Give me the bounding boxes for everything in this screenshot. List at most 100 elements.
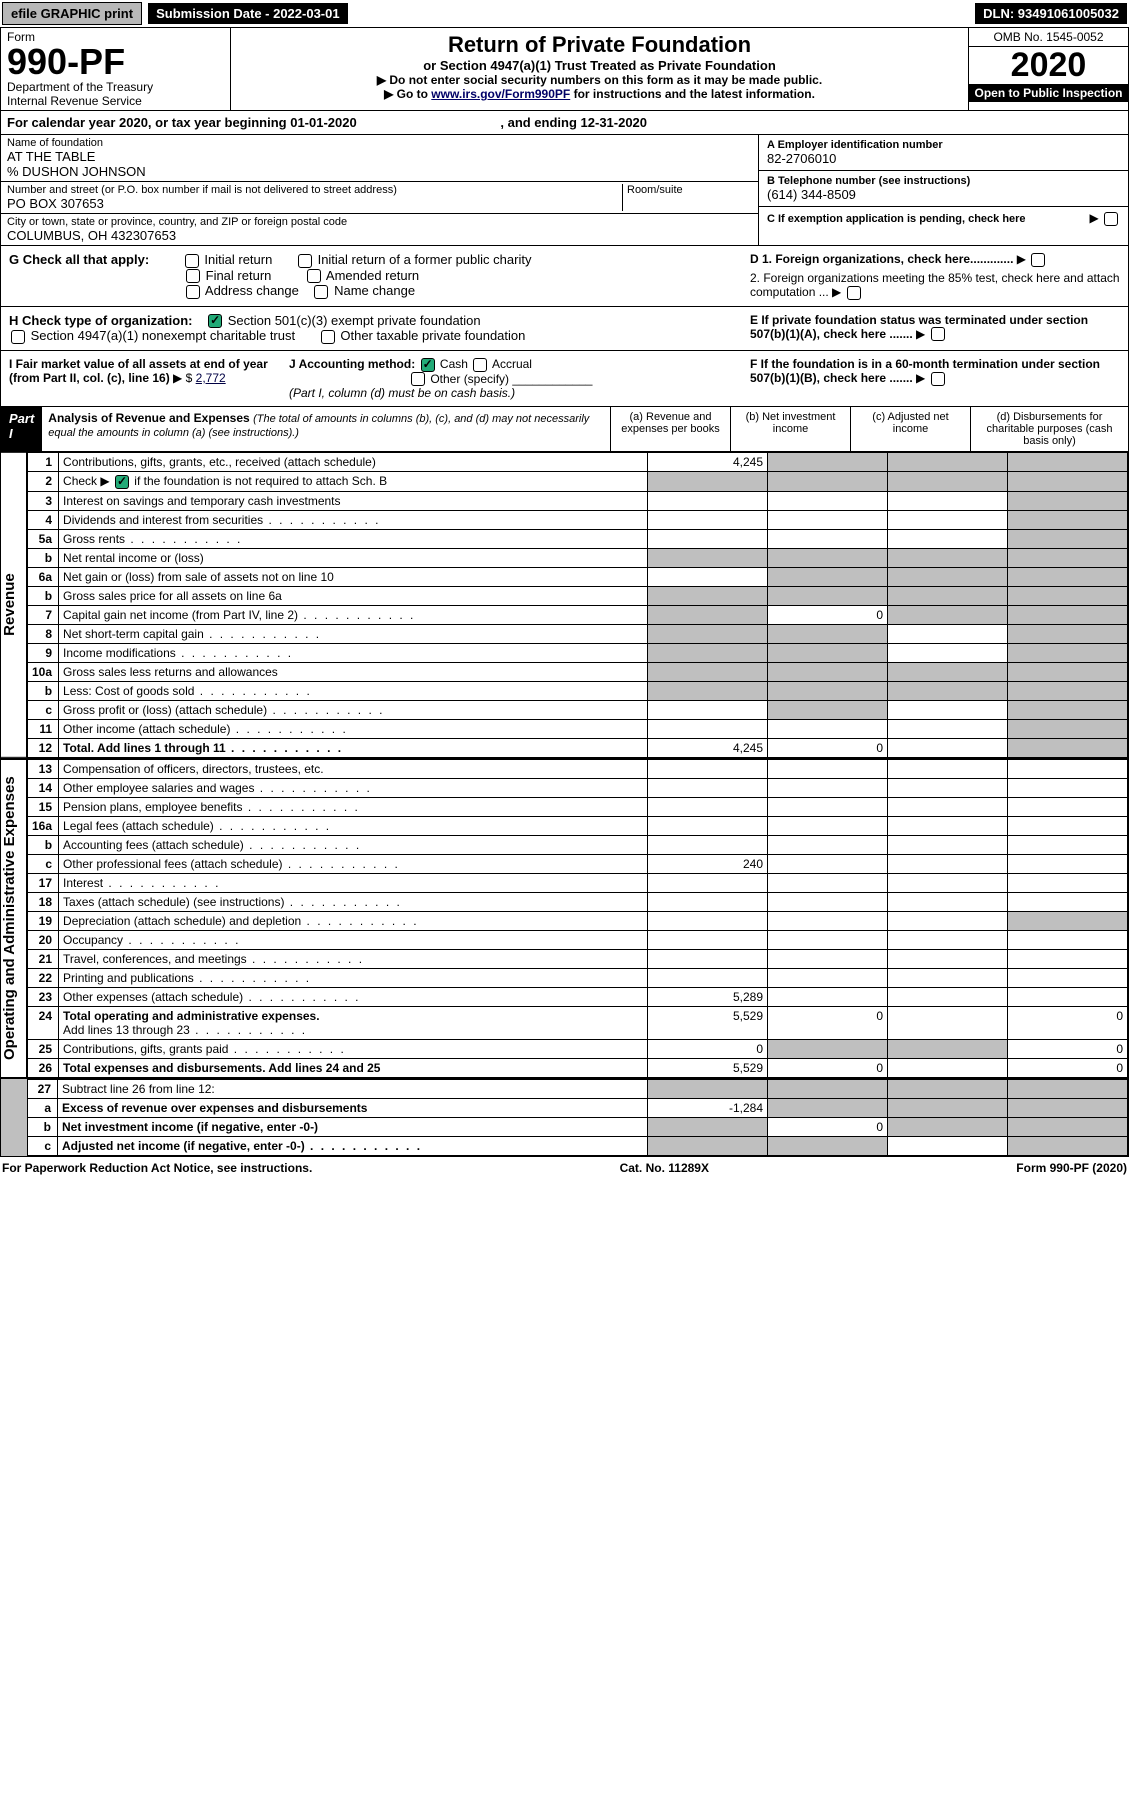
revenue-section: Revenue 1Contributions, gifts, grants, e… <box>0 452 1129 759</box>
g-opt-5: Address change <box>205 283 299 298</box>
foundation-name: AT THE TABLE <box>7 149 752 164</box>
line-26: 26Total expenses and disbursements. Add … <box>28 1059 1128 1078</box>
d1-checkbox[interactable] <box>1031 253 1045 267</box>
line-1: 1Contributions, gifts, grants, etc., rec… <box>28 453 1128 472</box>
col-b-header: (b) Net investment income <box>731 407 851 451</box>
expenses-section: Operating and Administrative Expenses 13… <box>0 759 1129 1079</box>
line-27c: cAdjusted net income (if negative, enter… <box>28 1137 1128 1156</box>
other-method-checkbox[interactable] <box>411 372 425 386</box>
form-header: Form 990-PF Department of the Treasury I… <box>0 27 1129 111</box>
line-3: 3Interest on savings and temporary cash … <box>28 492 1128 511</box>
footer-left: For Paperwork Reduction Act Notice, see … <box>2 1161 312 1175</box>
f-label: F If the foundation is in a 60-month ter… <box>750 357 1100 385</box>
part1-header-row: Part I Analysis of Revenue and Expenses … <box>0 407 1129 452</box>
city-state-zip: COLUMBUS, OH 432307653 <box>7 228 752 243</box>
col-c-header: (c) Adjusted net income <box>851 407 971 451</box>
501c3-checkbox[interactable] <box>208 314 222 328</box>
4947-checkbox[interactable] <box>11 330 25 344</box>
e-label: E If private foundation status was termi… <box>750 313 1088 341</box>
line-6a: 6aNet gain or (loss) from sale of assets… <box>28 568 1128 587</box>
pending-label: C If exemption application is pending, c… <box>767 213 1026 225</box>
part1-label: Part I <box>1 407 42 451</box>
g-opt-2: Initial return of a former public charit… <box>318 252 532 267</box>
form-title: Return of Private Foundation <box>243 32 956 58</box>
j-other: Other (specify) <box>430 372 509 386</box>
room-label: Room/suite <box>627 184 752 196</box>
schb-checkbox[interactable] <box>115 475 129 489</box>
j-cash: Cash <box>440 357 468 371</box>
expenses-table: 13Compensation of officers, directors, t… <box>27 759 1128 1078</box>
line-20: 20Occupancy <box>28 931 1128 950</box>
irs-label: Internal Revenue Service <box>7 94 224 108</box>
line-24: 24Total operating and administrative exp… <box>28 1007 1128 1040</box>
form-number: 990-PF <box>7 44 224 80</box>
phone-label: B Telephone number (see instructions) <box>767 175 1120 187</box>
h-opt-2: Section 4947(a)(1) nonexempt charitable … <box>31 328 295 343</box>
col-d-header: (d) Disbursements for charitable purpose… <box>971 407 1128 451</box>
revenue-table: 1Contributions, gifts, grants, etc., rec… <box>27 452 1128 758</box>
open-to-public: Open to Public Inspection <box>969 84 1128 102</box>
ein-value: 82-2706010 <box>767 151 1120 166</box>
line-6b: bGross sales price for all assets on lin… <box>28 587 1128 606</box>
h-label: H Check type of organization: <box>9 313 192 328</box>
initial-return-checkbox[interactable] <box>185 254 199 268</box>
line-14: 14Other employee salaries and wages <box>28 779 1128 798</box>
submission-date: Submission Date - 2022-03-01 <box>148 3 348 24</box>
line-18: 18Taxes (attach schedule) (see instructi… <box>28 893 1128 912</box>
line-2: 2Check ▶ if the foundation is not requir… <box>28 472 1128 492</box>
line-10c: cGross profit or (loss) (attach schedule… <box>28 701 1128 720</box>
line-5a: 5aGross rents <box>28 530 1128 549</box>
instructions-link[interactable]: www.irs.gov/Form990PF <box>431 87 570 101</box>
g-opt-3: Final return <box>206 268 272 283</box>
fmv-value[interactable]: 2,772 <box>196 371 226 385</box>
j-accrual: Accrual <box>492 357 532 371</box>
footer-right: Form 990-PF (2020) <box>1016 1161 1127 1175</box>
address-change-checkbox[interactable] <box>186 285 200 299</box>
omb-number: OMB No. 1545-0052 <box>969 28 1128 47</box>
identification-block: Name of foundation AT THE TABLE % DUSHON… <box>0 135 1129 246</box>
e-checkbox[interactable] <box>931 327 945 341</box>
expenses-side-label: Operating and Administrative Expenses <box>1 759 27 1078</box>
line-16b: bAccounting fees (attach schedule) <box>28 836 1128 855</box>
sub3-pre: ▶ Go to <box>384 87 431 101</box>
sub3-post: for instructions and the latest informat… <box>570 87 815 101</box>
initial-former-checkbox[interactable] <box>298 254 312 268</box>
cash-checkbox[interactable] <box>421 358 435 372</box>
h-opt-1: Section 501(c)(3) exempt private foundat… <box>228 313 481 328</box>
line-13: 13Compensation of officers, directors, t… <box>28 760 1128 779</box>
f-checkbox[interactable] <box>931 372 945 386</box>
i-prefix: ▶ $ <box>173 371 192 385</box>
phone-value: (614) 344-8509 <box>767 187 1120 202</box>
name-change-checkbox[interactable] <box>314 285 328 299</box>
h-opt-3: Other taxable private foundation <box>340 328 525 343</box>
line-19: 19Depreciation (attach schedule) and dep… <box>28 912 1128 931</box>
form-subtitle-1: or Section 4947(a)(1) Trust Treated as P… <box>243 58 956 73</box>
page-footer: For Paperwork Reduction Act Notice, see … <box>0 1157 1129 1179</box>
line-23: 23Other expenses (attach schedule)5,289 <box>28 988 1128 1007</box>
net-table: 27Subtract line 26 from line 12: aExcess… <box>27 1079 1128 1156</box>
accrual-checkbox[interactable] <box>473 358 487 372</box>
line-22: 22Printing and publications <box>28 969 1128 988</box>
form-subtitle-3: ▶ Go to www.irs.gov/Form990PF for instru… <box>243 87 956 101</box>
g-opt-1: Initial return <box>204 252 272 267</box>
pending-checkbox[interactable] <box>1104 212 1118 226</box>
line-17: 17Interest <box>28 874 1128 893</box>
g-opt-6: Name change <box>334 283 415 298</box>
addr-label: Number and street (or P.O. box number if… <box>7 184 622 196</box>
final-return-checkbox[interactable] <box>186 269 200 283</box>
city-label: City or town, state or province, country… <box>7 216 752 228</box>
line-7: 7Capital gain net income (from Part IV, … <box>28 606 1128 625</box>
cal-year-ending: , and ending 12-31-2020 <box>500 115 647 130</box>
line-21: 21Travel, conferences, and meetings <box>28 950 1128 969</box>
line-27a: aExcess of revenue over expenses and dis… <box>28 1099 1128 1118</box>
other-taxable-checkbox[interactable] <box>321 330 335 344</box>
section-i-j-f: I Fair market value of all assets at end… <box>0 351 1129 408</box>
j-label: J Accounting method: <box>289 357 415 371</box>
line-27: 27Subtract line 26 from line 12: <box>28 1080 1128 1099</box>
line-12: 12Total. Add lines 1 through 114,2450 <box>28 739 1128 758</box>
efile-print-button[interactable]: efile GRAPHIC print <box>2 2 142 25</box>
section-h-e: H Check type of organization: Section 50… <box>0 307 1129 351</box>
amended-return-checkbox[interactable] <box>307 269 321 283</box>
d2-checkbox[interactable] <box>847 286 861 300</box>
line-16a: 16aLegal fees (attach schedule) <box>28 817 1128 836</box>
